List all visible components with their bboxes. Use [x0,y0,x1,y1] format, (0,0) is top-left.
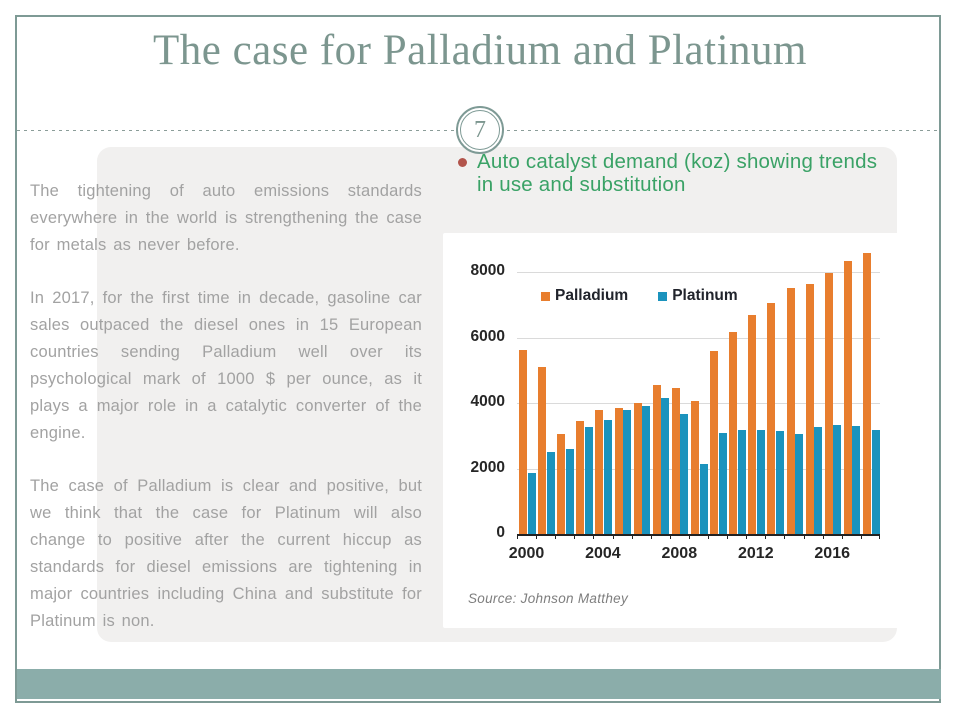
legend-item-platinum: Platinum [658,287,738,305]
legend-swatch-icon [541,291,550,301]
slide-title: The case for Palladium and Platinum [153,27,807,74]
page-number-badge: 7 [456,106,504,154]
x-axis-tick [765,534,766,539]
bar-palladium-2007 [652,385,661,534]
bar-platinum-2005 [623,409,632,534]
bar-palladium-2001 [538,367,547,534]
page-number: 7 [460,110,500,150]
chart-plot: 2000 2004 2008 2012 2016 [509,253,880,562]
x-axis-label-2004: 2004 [585,545,621,562]
bar-palladium-2002 [557,434,566,534]
x-axis-tick [593,534,594,539]
bar-platinum-2000 [527,472,536,534]
gridline-6000 [517,337,880,339]
x-axis-label-2008: 2008 [661,545,698,562]
legend-swatch-icon [658,291,668,301]
bar-platinum-2009 [699,463,708,534]
bar-chart-panel: 2000 2004 2008 2012 2016 Palladium Platinum S… [443,233,905,628]
body-text-block: The tightening of auto emissions standar… [30,178,422,661]
bar-platinum-2008 [680,414,689,534]
bar-platinum-2018 [871,429,880,534]
x-axis-tick [517,534,518,539]
x-axis-tick [861,534,862,539]
bar-platinum-2002 [565,449,574,534]
x-axis-tick [574,534,575,539]
bar-palladium-2013 [767,302,776,534]
bar-palladium-2005 [614,407,623,534]
x-axis-tick [632,534,633,539]
x-axis-tick [555,534,556,539]
bar-platinum-2007 [661,398,670,534]
bar-platinum-2012 [756,429,765,534]
bar-palladium-2004 [595,409,604,534]
bullet-text: Auto catalyst demand (koz) showing trend… [477,150,878,196]
bar-palladium-2012 [748,315,757,534]
x-axis-label-2012: 2012 [738,545,774,562]
bar-palladium-2009 [690,401,699,534]
y-axis-label-6000: 6000 [470,327,505,345]
paragraph-palladium-case: The case of Palladium is clear and posit… [30,477,422,630]
y-axis-label-2000: 2000 [470,458,505,476]
bar-platinum-2017 [852,426,861,534]
x-axis-label-2000: 2000 [508,545,545,562]
y-axis-label-0: 0 [496,524,505,541]
x-axis-tick [842,534,843,539]
x-axis-tick [804,534,805,539]
bar-palladium-2000 [519,349,527,534]
x-axis-tick [879,534,880,539]
x-axis-tick [670,534,671,539]
bar-palladium-2016 [824,273,833,534]
legend-item-palladium: Palladium [541,287,628,305]
chart-source-caption: Source: Johnson Matthey [468,591,628,606]
x-axis-tick [708,534,709,539]
bar-palladium-2003 [576,421,585,534]
legend-label: Platinum [672,287,738,304]
bar-platinum-2004 [604,419,612,534]
bar-platinum-2011 [737,429,746,534]
bar-platinum-2006 [642,406,651,534]
x-axis-tick [689,534,690,539]
bar-palladium-2011 [729,332,738,534]
bar-palladium-2010 [710,351,719,534]
chart-bullet-header: Auto catalyst demand (koz) showing trend… [458,150,888,196]
paragraph-2017-gasoline: In 2017, for the first time in decade, g… [30,289,422,442]
bar-palladium-2008 [671,387,680,534]
x-axis-tick [727,534,728,539]
chart-legend: Palladium Platinum [541,287,738,305]
bar-palladium-2014 [786,288,795,534]
y-axis-label-4000: 4000 [470,393,505,410]
bar-platinum-2001 [546,451,555,534]
gridline-8000 [517,272,880,273]
y-axis-label-8000: 8000 [470,262,505,279]
bar-platinum-2010 [718,433,727,534]
x-axis-tick [613,534,614,539]
x-axis-tick [784,534,785,539]
x-axis-tick [651,534,652,539]
bar-platinum-2013 [776,431,784,534]
x-axis-label-2016: 2016 [814,545,850,562]
paragraph-emissions-standards: The tightening of auto emissions standar… [30,182,422,254]
bar-palladium-2017 [843,260,852,534]
bar-platinum-2014 [795,433,804,534]
slide-frame [15,15,941,703]
bar-palladium-2006 [633,402,642,534]
bullet-dot-icon [458,158,467,167]
x-axis-tick [536,534,537,539]
x-axis-tick [746,534,747,539]
bar-platinum-2003 [584,426,593,534]
bar-platinum-2015 [814,427,823,534]
bar-palladium-2015 [805,283,814,534]
bar-platinum-2016 [833,424,842,534]
x-axis-tick [823,534,824,539]
legend-label: Palladium [555,287,629,304]
bar-palladium-2018 [862,253,871,534]
footer-accent-bar [17,669,941,699]
